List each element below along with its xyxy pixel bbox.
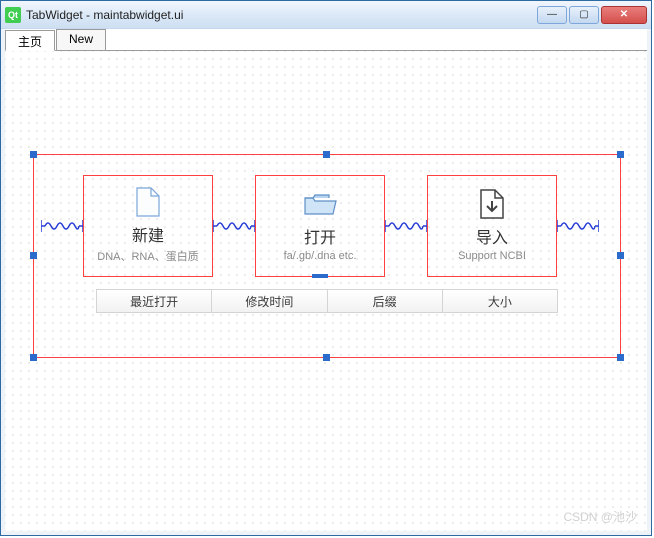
- resize-handle-bl[interactable]: [30, 354, 37, 361]
- card-open-sub: fa/.gb/.dna etc.: [284, 250, 357, 262]
- resize-handle-mr[interactable]: [617, 252, 624, 259]
- table-header-row: 最近打开 修改时间 后缀 大小: [96, 289, 558, 313]
- card-new-label: 新建: [132, 222, 164, 246]
- card-import-label: 导入: [476, 224, 508, 248]
- card-new-sub: DNA、RNA、蛋白质: [97, 248, 198, 264]
- tabbar: 主页 New: [5, 29, 647, 51]
- minimize-button[interactable]: —: [537, 6, 567, 24]
- close-button[interactable]: ✕: [601, 6, 647, 24]
- resize-handle-bc[interactable]: [323, 354, 330, 361]
- spacer-icon[interactable]: [385, 175, 427, 277]
- card-import-sub: Support NCBI: [458, 250, 526, 262]
- card-import[interactable]: 导入 Support NCBI: [427, 175, 557, 277]
- header-modified[interactable]: 修改时间: [211, 289, 326, 313]
- card-open[interactable]: 打开 fa/.gb/.dna etc.: [255, 175, 385, 277]
- header-size[interactable]: 大小: [442, 289, 558, 313]
- maximize-button[interactable]: ▢: [569, 6, 599, 24]
- selection-indicator: [312, 274, 328, 278]
- resize-handle-ml[interactable]: [30, 252, 37, 259]
- file-icon: [135, 186, 161, 218]
- resize-handle-tc[interactable]: [323, 151, 330, 158]
- resize-handle-tr[interactable]: [617, 151, 624, 158]
- import-icon: [479, 188, 505, 220]
- designer-canvas[interactable]: 新建 DNA、RNA、蛋白质 打开 fa/.gb/.dna etc.: [5, 51, 647, 531]
- spacer-icon[interactable]: [41, 175, 83, 277]
- tab-main[interactable]: 主页: [5, 30, 55, 51]
- watermark: CSDN @池沙: [563, 508, 637, 525]
- client-area: 主页 New: [5, 29, 647, 531]
- titlebar[interactable]: Qt TabWidget - maintabwidget.ui — ▢ ✕: [1, 1, 651, 29]
- spacer-icon[interactable]: [213, 175, 255, 277]
- header-recent[interactable]: 最近打开: [96, 289, 211, 313]
- tab-new[interactable]: New: [56, 29, 106, 50]
- window-controls: — ▢ ✕: [537, 6, 647, 24]
- qt-designer-window: Qt TabWidget - maintabwidget.ui — ▢ ✕ 主页…: [0, 0, 652, 536]
- window-title: TabWidget - maintabwidget.ui: [26, 8, 537, 22]
- resize-handle-br[interactable]: [617, 354, 624, 361]
- qt-icon: Qt: [5, 7, 21, 23]
- card-new[interactable]: 新建 DNA、RNA、蛋白质: [83, 175, 213, 277]
- toolbar-row: 新建 DNA、RNA、蛋白质 打开 fa/.gb/.dna etc.: [41, 175, 613, 277]
- layout-selection[interactable]: 新建 DNA、RNA、蛋白质 打开 fa/.gb/.dna etc.: [33, 154, 621, 358]
- card-open-label: 打开: [304, 224, 336, 248]
- folder-icon: [303, 188, 337, 220]
- spacer-icon[interactable]: [557, 175, 599, 277]
- resize-handle-tl[interactable]: [30, 151, 37, 158]
- header-ext[interactable]: 后缀: [327, 289, 442, 313]
